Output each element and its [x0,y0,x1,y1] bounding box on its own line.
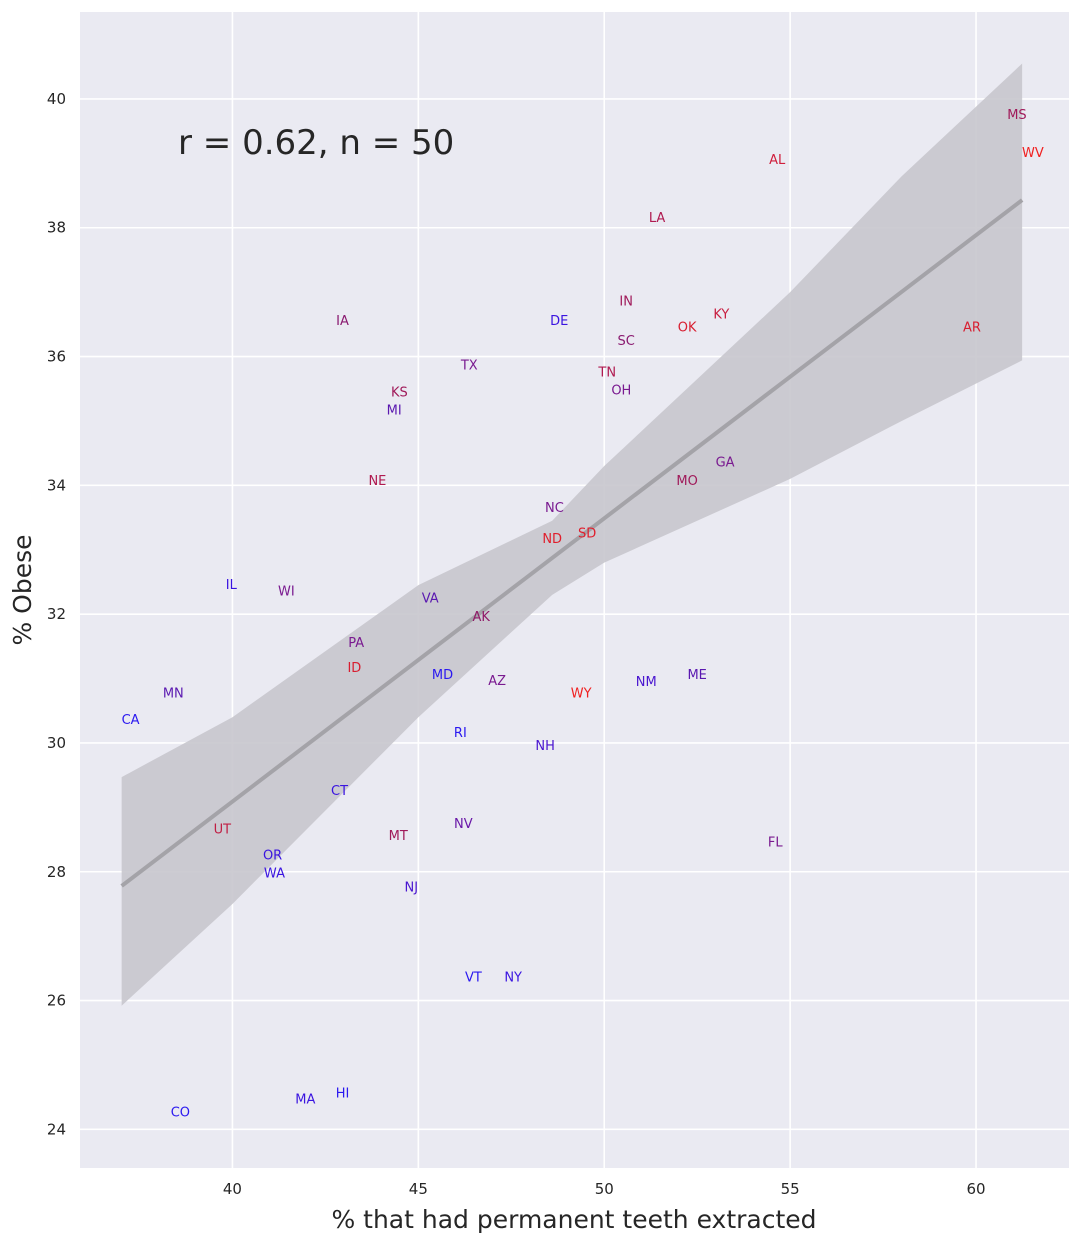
x-tick-label: 45 [409,1180,428,1198]
state-label-ms: MS [1007,108,1026,123]
state-label-wi: WI [278,584,295,599]
y-tick-label: 34 [47,476,66,494]
state-label-me: ME [687,668,706,683]
state-label-vt: VT [465,971,482,986]
state-label-in: IN [619,295,633,310]
state-label-ak: AK [472,610,490,625]
y-tick-label: 26 [47,992,66,1010]
y-tick-label: 32 [47,605,66,623]
state-label-nd: ND [542,532,562,547]
state-label-ut: UT [214,823,232,838]
state-label-mn: MN [163,687,184,702]
state-label-ky: KY [713,307,729,322]
state-label-nc: NC [545,501,564,516]
state-label-sd: SD [578,526,596,541]
state-label-or: OR [263,849,282,864]
state-label-nv: NV [454,817,473,832]
state-label-il: IL [226,578,238,593]
annotation-text: r = 0.62, n = 50 [178,123,454,163]
state-label-nj: NJ [404,881,418,896]
y-tick-label: 28 [47,863,66,881]
state-label-al: AL [769,153,786,168]
state-label-mi: MI [387,404,402,419]
state-label-ga: GA [716,456,735,471]
regression-line [120,198,1024,888]
y-tick-label: 24 [47,1120,66,1138]
x-tick-label: 40 [223,1180,242,1198]
confidence-band [121,63,1023,1006]
state-label-ny: NY [504,971,522,986]
state-label-ct: CT [331,784,348,799]
state-label-id: ID [347,661,361,676]
state-label-md: MD [432,668,453,683]
state-labels: MS WV AL LA IN KY IA DE OK AR SC TX TN OH KS MI GA NE MO NC… [122,108,1044,1121]
state-label-oh: OH [611,384,631,399]
state-label-wa: WA [264,867,285,882]
y-tick-label: 40 [47,90,66,108]
state-label-ma: MA [295,1092,315,1107]
state-label-ok: OK [678,320,697,335]
state-label-wy: WY [571,687,592,702]
state-label-ks: KS [391,386,408,401]
state-label-sc: SC [618,334,635,349]
state-label-ri: RI [454,726,467,741]
x-tick-label: 50 [595,1180,614,1198]
state-label-mt: MT [389,829,408,844]
tick-labels: 40 45 50 55 60 24 26 28 30 32 34 36 38 40 [47,90,986,1198]
state-label-de: DE [550,314,568,329]
state-label-nm: NM [636,675,657,690]
regression-line-group [120,198,1024,888]
y-axis-label: % Obese [8,534,37,645]
state-label-va: VA [422,591,439,606]
y-tick-label: 38 [47,219,66,237]
state-label-wv: WV [1022,146,1044,161]
state-label-az: AZ [488,674,506,689]
x-tick-label: 55 [781,1180,800,1198]
state-label-nh: NH [535,739,555,754]
state-label-mo: MO [676,474,697,489]
x-axis-label: % that had permanent teeth extracted [331,1205,816,1234]
state-label-ne: NE [368,474,386,489]
confidence-band-group [121,63,1023,1006]
state-label-ca: CA [122,713,140,728]
state-label-fl: FL [768,835,783,850]
state-label-ar: AR [963,320,981,335]
state-label-la: LA [649,211,666,226]
state-label-pa: PA [348,636,364,651]
y-tick-label: 30 [47,734,66,752]
x-tick-label: 60 [967,1180,986,1198]
state-label-ia: IA [336,314,349,329]
state-label-co: CO [171,1105,190,1120]
y-tick-label: 36 [47,348,66,366]
state-label-hi: HI [336,1087,350,1102]
state-label-tn: TN [597,366,616,381]
state-label-tx: TX [460,358,478,373]
